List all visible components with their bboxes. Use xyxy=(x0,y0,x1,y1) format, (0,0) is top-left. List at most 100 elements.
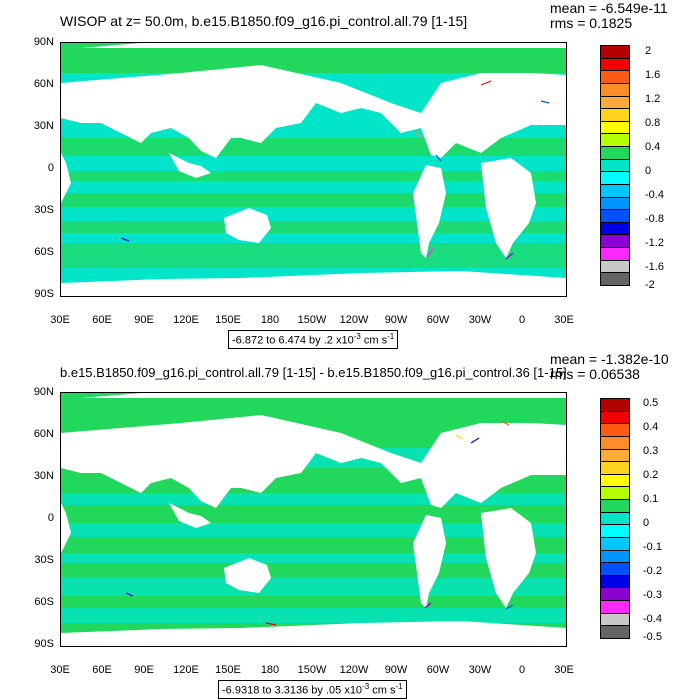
colorbar-label: 0.1 xyxy=(643,493,659,505)
colorbar-swatch xyxy=(600,247,630,261)
panel-title: WISOP at z= 50.0m, b.e15.B1850.f09_g16.p… xyxy=(60,13,468,29)
lon-label: 0 xyxy=(518,314,526,326)
lon-label: 180 xyxy=(260,314,280,326)
lat-label: 60N xyxy=(33,428,54,440)
colorbar-label: 0.5 xyxy=(643,397,659,409)
colorbar-swatch xyxy=(600,57,630,72)
colorbar-swatch xyxy=(600,158,630,173)
colorbar-swatch xyxy=(600,536,630,551)
lon-label: 30E xyxy=(554,314,574,326)
colorbar-swatch xyxy=(600,196,630,211)
range-text: -6.872 to 6.474 by .2 x10 xyxy=(232,334,354,347)
colorbar-swatch xyxy=(600,600,630,614)
ocean-map xyxy=(61,43,566,296)
colorbar-label: -0.4 xyxy=(645,189,664,201)
lon-label: 120W xyxy=(339,664,369,676)
lat-label: 90N xyxy=(33,36,54,48)
lat-label: 90S xyxy=(34,288,54,300)
colorbar-swatch xyxy=(600,133,630,148)
colorbar-swatch xyxy=(600,499,630,513)
range-unit: cm s xyxy=(360,334,388,347)
colorbar-label: -0.8 xyxy=(645,213,664,225)
colorbar-swatch xyxy=(600,45,630,59)
colorbar-swatch xyxy=(600,612,630,627)
range-unit-exponent: -1 xyxy=(387,332,395,341)
colorbar-swatch xyxy=(600,448,630,463)
colorbar xyxy=(600,45,630,286)
range-text: -6.9318 to 3.3136 by .05 x10 xyxy=(222,684,363,697)
colorbar-swatch xyxy=(600,625,630,639)
colorbar-swatch xyxy=(600,82,630,97)
lon-label: 30E xyxy=(50,664,70,676)
lon-label: 150E xyxy=(215,314,241,326)
colorbar-swatch xyxy=(600,524,630,538)
lon-label: 90W xyxy=(384,314,408,326)
colorbar-swatch xyxy=(600,120,630,135)
lon-label: 180 xyxy=(260,664,280,676)
colorbar-swatch xyxy=(600,423,630,437)
colorbar-label: -0.5 xyxy=(643,631,662,643)
lon-label: 0 xyxy=(518,664,526,676)
lon-label: 30E xyxy=(50,314,70,326)
contour-range-box: -6.872 to 6.474 by .2 x10-3 cm s-1 xyxy=(228,330,399,349)
colorbar-swatch xyxy=(600,486,630,501)
lon-label: 30E xyxy=(554,664,574,676)
colorbar-swatch xyxy=(600,95,630,110)
range-unit: cm s xyxy=(369,684,396,697)
lon-label: 90E xyxy=(134,664,154,676)
lat-label: 30S xyxy=(34,554,54,566)
colorbar-label: 0.8 xyxy=(645,117,661,129)
lat-label: 30S xyxy=(34,204,54,216)
lon-label: 120E xyxy=(173,314,199,326)
lon-label: 150E xyxy=(215,664,241,676)
colorbar-swatch xyxy=(600,146,630,160)
mean-stat: mean = -1.382e-10 xyxy=(550,351,669,367)
colorbar-label: 0 xyxy=(645,165,652,177)
colorbar-label: 1.2 xyxy=(645,93,661,105)
lon-label: 60W xyxy=(426,664,450,676)
colorbar-label: 0.4 xyxy=(645,141,661,153)
lon-label: 90E xyxy=(134,314,154,326)
colorbar-label: -0.3 xyxy=(643,589,662,601)
colorbar-swatch xyxy=(600,183,630,198)
colorbar-swatch xyxy=(600,171,630,185)
map-plot xyxy=(60,42,567,297)
lon-label: 120W xyxy=(339,314,369,326)
colorbar-swatch xyxy=(600,549,630,564)
colorbar-label: 0.3 xyxy=(643,445,659,457)
lon-label: 150W xyxy=(297,664,327,676)
lon-label: 60E xyxy=(92,664,112,676)
colorbar-label: -0.4 xyxy=(643,613,662,625)
colorbar-label: -0.1 xyxy=(643,541,662,553)
lon-label: 60W xyxy=(426,314,450,326)
colorbar-label: 1.6 xyxy=(645,69,661,81)
colorbar-swatch xyxy=(600,562,630,576)
lat-label: 30N xyxy=(33,120,54,132)
colorbar-swatch xyxy=(600,587,630,602)
colorbar-swatch xyxy=(600,398,630,412)
colorbar-swatch xyxy=(600,511,630,526)
colorbar-swatch xyxy=(600,234,630,249)
ocean-map xyxy=(61,393,566,646)
colorbar-swatch xyxy=(600,410,630,425)
colorbar-label: -0.2 xyxy=(643,565,662,577)
rms-stat: rms = 0.06538 xyxy=(550,366,640,382)
lon-label: 30W xyxy=(468,664,492,676)
colorbar-label: -1.2 xyxy=(645,237,664,249)
mean-stat: mean = -6.549e-11 xyxy=(550,0,668,16)
colorbar-swatch xyxy=(600,574,630,589)
colorbar-swatch xyxy=(600,209,630,223)
colorbar-label: 0.2 xyxy=(643,469,659,481)
colorbar-swatch xyxy=(600,259,630,274)
lon-label: 150W xyxy=(297,314,327,326)
lat-label: 90N xyxy=(33,386,54,398)
colorbar-label: 0 xyxy=(643,517,650,529)
lat-label: 60N xyxy=(33,78,54,90)
panel-title: b.e15.B1850.f09_g16.pi_control.all.79 [1… xyxy=(60,365,567,380)
lat-label: 60S xyxy=(34,596,54,608)
colorbar-label: 2 xyxy=(645,45,652,57)
colorbar-label: 0.4 xyxy=(643,421,659,433)
colorbar xyxy=(600,398,630,639)
range-exponent: -3 xyxy=(353,332,361,341)
colorbar-swatch xyxy=(600,473,630,488)
